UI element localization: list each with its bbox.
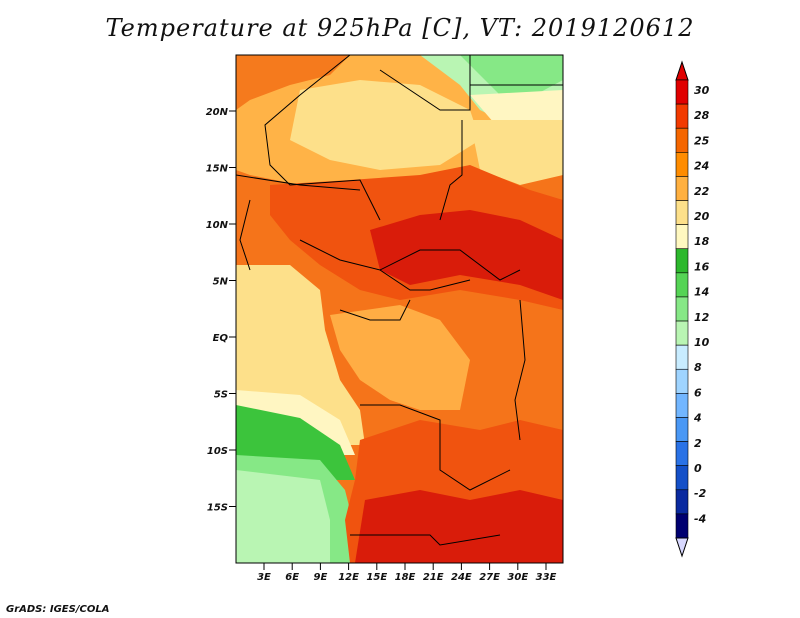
colorbar-label: 0 [694, 462, 702, 475]
colorbar-label: 25 [694, 134, 710, 147]
lat-label: 10N [206, 220, 229, 231]
lat-label: EQ [213, 333, 229, 344]
footer-credit: GrADS: IGES/COLA [6, 604, 110, 615]
colorbar-segment [675, 200, 689, 225]
colorbar-label: 10 [694, 336, 710, 349]
border-chad-sudan [439, 120, 463, 221]
border-libya [379, 55, 471, 111]
country-borders [236, 55, 563, 546]
colorbar-segment [675, 320, 689, 346]
border-coast-west [239, 199, 251, 271]
field-congo-light [330, 305, 470, 410]
colorbar-label: 18 [694, 235, 710, 248]
lon-label: 27E [479, 572, 500, 583]
lon-label: 15E [366, 572, 387, 583]
lat-label: 10S [207, 446, 228, 457]
lon-label: 3E [257, 572, 271, 583]
colorbar-segment [675, 152, 689, 177]
colorbar-segment [675, 296, 689, 322]
lon-label: 12E [338, 572, 359, 583]
colorbar-label: 28 [694, 109, 710, 122]
lon-label: 33E [536, 572, 557, 583]
border-car [299, 239, 521, 281]
colorbar-label: 12 [694, 311, 710, 324]
colorbar-segment [675, 344, 689, 370]
colorbar-label: 20 [694, 210, 710, 223]
colorbar-label: 30 [694, 84, 710, 97]
colorbar-label: -4 [694, 512, 706, 525]
border-namibia [350, 534, 501, 546]
colorbar-segment [675, 272, 689, 298]
lon-label: 9E [314, 572, 328, 583]
colorbar-segment [675, 513, 689, 539]
border-sahel [236, 174, 361, 191]
colorbar-segment [675, 127, 689, 153]
field-south-hot [355, 490, 563, 563]
latitude-axis: 20N 15N 10N 5N EQ 5S 10S 15S [206, 107, 236, 514]
field-nw-orange [236, 55, 350, 110]
colorbar-segment [675, 224, 689, 250]
lat-label: 5S [214, 390, 228, 401]
temperature-field [236, 55, 563, 563]
chart-title: Temperature at 925hPa [C], VT: 201912061… [105, 14, 695, 42]
colorbar-bottom-arrow [675, 537, 689, 558]
field-sahara-pale [290, 80, 480, 170]
map-frame [235, 54, 564, 564]
colorbar-label: 8 [694, 361, 702, 374]
colorbar-label: 2 [694, 437, 702, 450]
field-sa-pale-green [236, 470, 330, 563]
border-gabon-congo [339, 299, 411, 321]
colorbar-label: 16 [694, 260, 710, 273]
border-west [264, 55, 381, 221]
colorbar-label: 22 [694, 185, 710, 198]
lon-label: 21E [423, 572, 444, 583]
colorbar-segment [675, 79, 689, 105]
colorbar-segment [675, 441, 689, 466]
colorbar-label: 6 [694, 386, 702, 399]
colorbar-top-arrow [675, 60, 689, 81]
colorbar-label: -2 [694, 487, 707, 500]
lon-label: 30E [507, 572, 528, 583]
colorbar-segment [675, 103, 689, 129]
colorbar-segment [675, 248, 689, 274]
colorbar-segment [675, 393, 689, 418]
lat-label: 15S [207, 503, 228, 514]
lon-label: 24E [451, 572, 472, 583]
field-ne-green [460, 55, 563, 100]
colorbar-segment [675, 417, 689, 442]
lat-label: 15N [206, 164, 229, 175]
lat-label: 20N [206, 107, 229, 118]
lat-label: 5N [213, 277, 229, 288]
border-drc-north [379, 269, 471, 291]
colorbar-label: 4 [693, 412, 702, 425]
colorbar-segment [675, 489, 689, 515]
colorbar-segment [675, 465, 689, 491]
longitude-axis: 3E 6E 9E 12E 15E 18E 21E 24E 27E 30E 33E [257, 563, 557, 583]
colorbar-segment [675, 176, 689, 201]
colorbar-segment [675, 368, 689, 394]
lon-label: 18E [395, 572, 416, 583]
field-east-pale [470, 120, 563, 185]
colorbar-label: 14 [694, 286, 709, 299]
border-east-lakes [514, 299, 526, 441]
colorbar-label: 24 [694, 160, 709, 173]
lon-label: 6E [285, 572, 299, 583]
border-angola-zambia [360, 404, 511, 491]
